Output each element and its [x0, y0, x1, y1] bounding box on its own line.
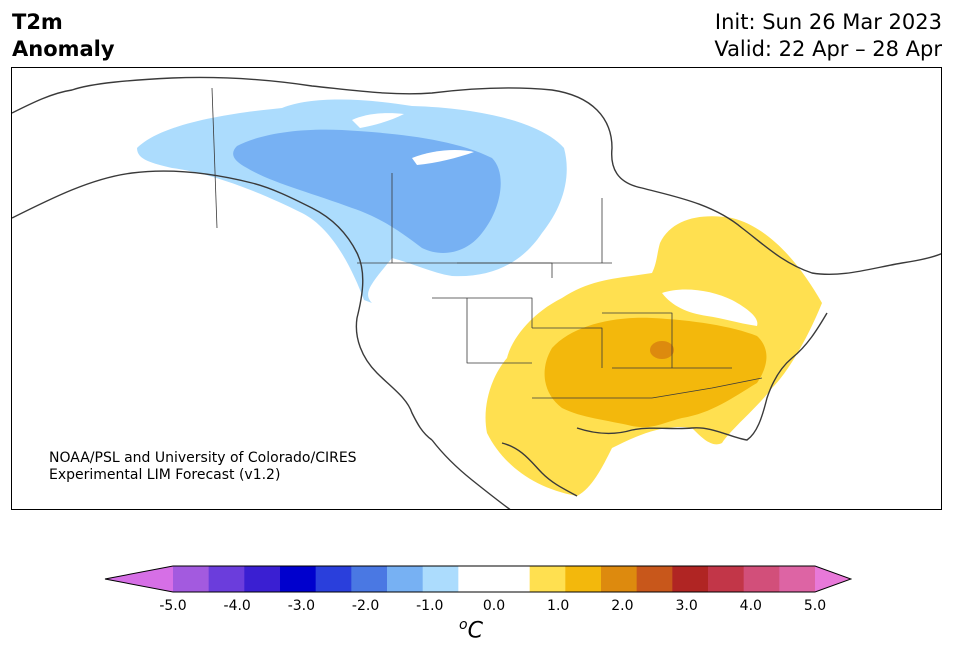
colorbar-segment [244, 566, 281, 592]
lake-winnipeg [412, 150, 474, 165]
colorbar-tick-label: -1.0 [416, 598, 444, 614]
colorbar-segment [636, 566, 673, 592]
colorbar-segment [458, 566, 495, 592]
colorbar-tick-label: -4.0 [223, 598, 251, 614]
colorbar-tick-label: 4.0 [739, 598, 762, 614]
colorbar-segment [601, 566, 638, 592]
unit-label: C [467, 618, 483, 644]
colorbar-tick-label: 2.0 [611, 598, 634, 614]
colorbar-segment [494, 566, 531, 592]
colorbar-segment [280, 566, 317, 592]
colorbar-tick-label: 5.0 [803, 598, 827, 614]
warm-anomaly-orange [544, 317, 767, 428]
colorbar-segment [672, 566, 709, 592]
great-slave-lake [352, 113, 404, 128]
colorbar-segment [351, 566, 388, 592]
colorbar-tick-label: -5.0 [159, 598, 187, 614]
credit-line-2: Experimental LIM Forecast (v1.2) [49, 467, 281, 483]
colorbar-segment [743, 566, 780, 592]
credit-text: NOAA/PSL and University of Colorado/CIRE… [49, 450, 357, 484]
colorbar-tick-label: 0.0 [482, 598, 506, 614]
title-line-2: Anomaly [12, 37, 115, 61]
valid-date: Valid: 22 Apr – 28 Apr [714, 37, 942, 61]
colorbar-tick-label: 1.0 [547, 598, 570, 614]
chart-title: T2m Anomaly [12, 9, 115, 63]
map-canvas [12, 76, 941, 509]
colorbar-segment [422, 566, 459, 592]
coastlines [12, 76, 941, 509]
great-lakes [662, 289, 758, 326]
colorbar-segment [779, 566, 816, 592]
init-date: Init: Sun 26 Mar 2023 [714, 10, 942, 34]
colorbar-outline [104, 565, 852, 593]
title-line-1: T2m [12, 10, 63, 34]
warm-anomaly-dark [650, 341, 674, 359]
colorbar-tick-label: -2.0 [351, 598, 380, 614]
colorbar-ticks: -5.0 -4.0 -3.0 -2.0 -1.0 0.0 1.0 2.0 3.0 4.0 5.0 [0, 598, 953, 618]
colorbar-extend-high [815, 566, 851, 592]
colorbar-extend-low [105, 566, 173, 592]
forecast-dates: Init: Sun 26 Mar 2023 Valid: 22 Apr – 28… [714, 9, 942, 63]
credit-line-1: NOAA/PSL and University of Colorado/CIRE… [49, 450, 357, 466]
colorbar-segment [708, 566, 745, 592]
colorbar-segment [208, 566, 245, 592]
anomaly-map [11, 67, 942, 510]
colorbar-segment [529, 566, 566, 592]
colorbar-tick-label: -3.0 [287, 598, 316, 614]
colorbar [104, 565, 852, 593]
colorbar-tick-label: 3.0 [675, 598, 698, 614]
unit-degree: o [459, 617, 468, 633]
colorbar-segment [315, 566, 352, 592]
colorbar-segment [565, 566, 602, 592]
colorbar-segment [387, 566, 424, 592]
colorbar-segment [173, 566, 210, 592]
colorbar-unit: oC [459, 617, 483, 643]
